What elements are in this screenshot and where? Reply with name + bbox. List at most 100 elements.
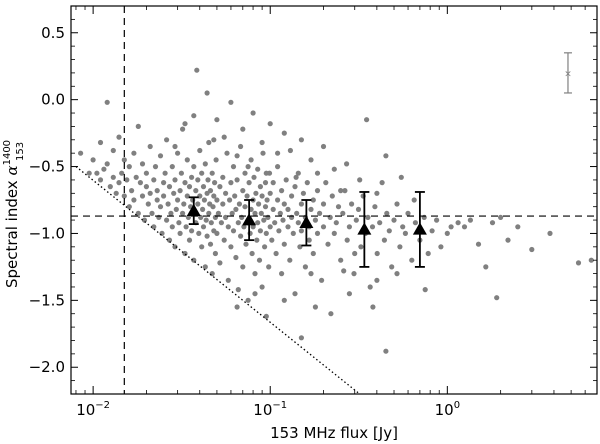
scatter-point: [259, 284, 265, 290]
scatter-point: [312, 304, 318, 310]
scatter-point: [434, 217, 440, 223]
binned-triangle-marker: [299, 215, 314, 228]
scatter-point: [383, 348, 389, 354]
scatter-point: [320, 201, 327, 207]
scatter-point: [298, 201, 304, 207]
scatter-point: [191, 113, 197, 119]
scatter-point: [215, 210, 221, 216]
scatter-point: [201, 197, 207, 203]
scatter-point: [328, 311, 334, 317]
scatter-points-layer: [78, 67, 594, 354]
scatter-point: [259, 139, 265, 146]
scatter-point: [181, 201, 187, 207]
y-tick-label: −2.0: [29, 358, 65, 376]
scatter-point: [211, 193, 217, 199]
scatter-point: [186, 184, 193, 190]
scatter-point: [189, 228, 195, 234]
scatter-point: [245, 164, 251, 170]
scatter-point: [319, 277, 325, 283]
scatter-point: [196, 230, 202, 236]
scatter-point: [157, 153, 164, 159]
scatter-point: [224, 150, 230, 156]
y-axis-label-prefix: Spectral index: [3, 176, 21, 289]
scatter-point: [250, 224, 256, 230]
scatter-point: [253, 190, 259, 196]
scatter-point: [314, 230, 321, 236]
scatter-point: [137, 180, 143, 186]
y-axis-label-symbol: α: [3, 165, 21, 175]
scatter-point: [346, 291, 352, 297]
scatter-point: [193, 188, 199, 194]
scatter-point: [165, 201, 171, 207]
scatter-point: [200, 206, 206, 212]
scatter-point: [198, 214, 204, 220]
scatter-point: [126, 204, 132, 210]
scatter-point: [186, 237, 193, 243]
scatter-point: [263, 230, 269, 236]
scatter-point: [220, 201, 226, 207]
scatter-point: [386, 228, 392, 234]
scatter-point: [293, 174, 299, 180]
scatter-point: [176, 220, 182, 226]
scatter-point: [86, 170, 92, 176]
scatter-point: [281, 130, 287, 136]
scatter-point: [141, 217, 148, 223]
scatter-point: [189, 174, 195, 180]
scatter-point: [168, 210, 174, 216]
scatter-point: [306, 237, 312, 243]
scatter-point: [372, 204, 378, 210]
scatter-point: [149, 210, 155, 216]
scatter-point: [249, 250, 255, 257]
scatter-point: [383, 153, 389, 159]
scatter-point: [175, 197, 181, 203]
scatter-point: [238, 143, 244, 150]
scatter-point: [147, 143, 153, 150]
scatter-point: [184, 193, 190, 199]
scatter-point: [214, 117, 220, 123]
scatter-point: [154, 197, 160, 203]
scatter-point: [266, 264, 272, 270]
scatter-point: [352, 250, 358, 257]
scatter-point: [489, 220, 496, 226]
scatter-point: [275, 164, 281, 170]
scatter-point: [244, 193, 250, 199]
scatter-point: [281, 241, 287, 247]
reference-lines-layer: [71, 6, 597, 395]
scatter-point: [207, 241, 214, 247]
scatter-point: [397, 244, 403, 250]
scatter-point: [234, 153, 240, 159]
scatter-point: [475, 241, 482, 247]
scatter-point: [267, 121, 273, 127]
scatter-point: [236, 201, 242, 207]
scatter-point: [199, 244, 205, 250]
scatter-point: [505, 237, 511, 243]
scatter-point: [270, 206, 276, 212]
y-axis-label-subscript: 153: [15, 142, 26, 161]
scatter-point: [121, 193, 127, 199]
scatter-point: [323, 180, 329, 186]
x-tick-label: 10−1: [253, 400, 287, 419]
scatter-point: [151, 224, 157, 230]
scatter-point: [228, 180, 234, 186]
scatter-point: [252, 291, 258, 297]
scatter-point: [285, 224, 291, 230]
scatter-point: [184, 157, 190, 163]
binned-points-layer: [186, 191, 427, 268]
scatter-point: [204, 90, 210, 96]
scatter-point: [126, 164, 132, 170]
scatter-point: [314, 170, 321, 176]
scatter-point: [204, 233, 210, 239]
scatter-point: [275, 150, 281, 156]
scatter-point: [205, 177, 211, 183]
scatter-point: [162, 170, 168, 176]
scatter-point: [381, 237, 387, 243]
scatter-point: [200, 184, 207, 190]
scatter-point: [275, 197, 281, 203]
scatter-point: [329, 193, 335, 199]
scatter-point: [161, 193, 167, 199]
scatter-point: [209, 170, 215, 176]
scatter-point: [180, 126, 186, 132]
scatter-point: [240, 126, 246, 132]
scatter-point: [483, 264, 489, 270]
